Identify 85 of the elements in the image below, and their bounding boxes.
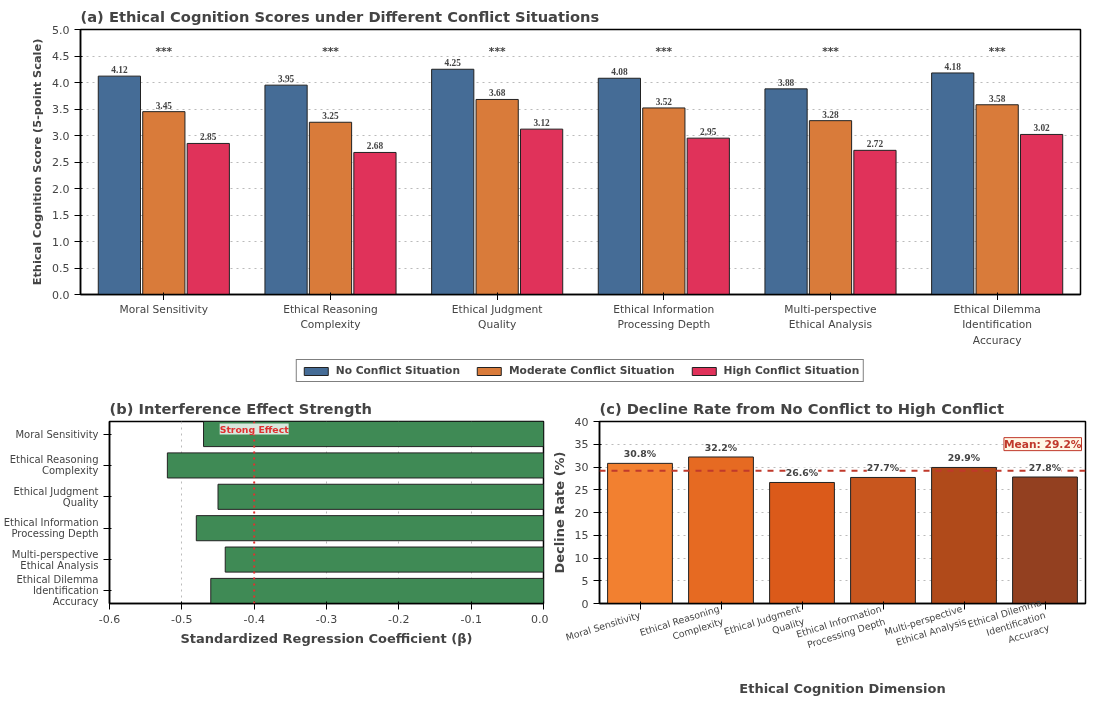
y-tick-label: 3.0: [52, 129, 70, 143]
y-tick-label: 4.0: [52, 76, 70, 90]
ref-line-label: Strong Effect: [219, 423, 290, 435]
y-tick-label: 25: [574, 483, 589, 497]
y-tick-label: 40: [574, 415, 589, 429]
x-axis-title: Ethical Cognition Dimension: [739, 680, 946, 696]
annotation: ***: [488, 45, 506, 58]
data-label: 2.68: [366, 141, 384, 152]
bar: [931, 466, 997, 604]
data-label: 4.08: [611, 67, 628, 78]
y-tick-label: 2.0: [52, 182, 70, 196]
annotation: ***: [155, 45, 173, 58]
y-tick-label: 0.0: [52, 288, 70, 302]
x-tick-label: -0.4: [243, 612, 265, 626]
y-tick-label: 0: [581, 597, 589, 611]
data-label: 2.72: [866, 139, 884, 150]
data-label: 3.58: [989, 93, 1006, 104]
chart-title: (c) Decline Rate from No Conflict to High Conflict: [599, 399, 1004, 417]
legend-label: No Conflict Situation: [335, 364, 460, 377]
y-tick-label: 30: [574, 461, 589, 474]
data-label: 4.18: [944, 61, 962, 72]
y-tick-label: 0.5: [52, 262, 70, 275]
ref-line-label: Mean: 29.2%: [1003, 437, 1082, 451]
y-tick-label: Multi-perspective Ethical Analysis: [11, 548, 99, 571]
x-tick-label: Ethical Reasoning Complexity: [283, 302, 378, 332]
bar: [688, 456, 754, 604]
x-tick-label: Moral Sensitivity: [119, 302, 209, 316]
x-tick-label: Ethical Dilemma Identification Accuracy: [953, 302, 1041, 347]
data-label: 3.52: [655, 96, 673, 107]
data-label: 2.85: [200, 132, 217, 143]
bar: [607, 462, 673, 604]
x-tick-label: 0.0: [531, 612, 549, 626]
data-label: 3.02: [1033, 123, 1051, 134]
data-label: 4.12: [111, 65, 128, 76]
y-tick-label: 3.5: [52, 103, 70, 116]
y-tick-label: Ethical Information Processing Depth: [3, 517, 99, 540]
annotation: ***: [822, 45, 840, 58]
y-tick-label: 5.0: [52, 23, 70, 37]
x-tick-label: -0.1: [460, 612, 482, 626]
x-axis-title: Standardized Regression Coefficient (β): [180, 630, 473, 646]
data-label: 4.25: [444, 58, 462, 69]
x-tick-label: Ethical Information Processing Depth: [613, 302, 715, 332]
data-label: 3.88: [777, 77, 795, 88]
y-tick-label: 20: [574, 506, 589, 520]
data-label: 3.25: [322, 111, 339, 122]
legend-label: Moderate Conflict Situation: [508, 364, 675, 377]
x-tick-label: Ethical Judgment Quality: [451, 302, 543, 332]
x-tick-label: Multi-perspective Ethical Analysis: [784, 302, 877, 332]
data-label: 3.12: [533, 118, 551, 129]
y-tick-label: 10: [574, 552, 589, 565]
data-label: 26.6%: [785, 467, 819, 479]
x-tick-label: -0.5: [171, 612, 193, 626]
y-tick-label: 5: [581, 574, 589, 588]
bar: [769, 481, 835, 604]
y-tick-label: Ethical Reasoning Complexity: [9, 454, 99, 477]
chart-title: (a) Ethical Cognition Scores under Different Conflict Situations: [80, 7, 600, 25]
y-tick-label: 4.5: [52, 50, 70, 63]
y-tick-label: Ethical Judgment Quality: [13, 485, 99, 508]
y-tick-label: 15: [574, 529, 589, 543]
data-label: 27.8%: [1028, 462, 1062, 474]
y-tick-label: 1.0: [52, 235, 70, 249]
y-axis-title: Ethical Cognition Score (5-point Scale): [30, 38, 45, 286]
data-label: 3.45: [155, 100, 173, 111]
annotation: ***: [655, 45, 673, 58]
x-tick-label: -0.3: [315, 612, 338, 626]
y-tick-label: Moral Sensitivity: [15, 428, 99, 440]
annotation: ***: [322, 45, 340, 58]
chart-title: (b) Interference Effect Strength: [109, 399, 372, 417]
y-tick-label: 35: [574, 438, 589, 452]
y-tick-label: 1.5: [52, 209, 70, 222]
x-tick-label: -0.6: [98, 612, 121, 626]
data-label: 3.95: [277, 74, 295, 85]
x-tick-label: -0.2: [388, 612, 410, 626]
data-label: 29.9%: [947, 452, 981, 464]
data-label: 30.8%: [623, 448, 657, 460]
annotation: ***: [988, 45, 1006, 58]
data-label: 27.7%: [866, 462, 900, 474]
data-label: 2.95: [700, 127, 717, 138]
y-tick-label: 2.5: [52, 156, 70, 169]
data-label: 3.28: [822, 109, 839, 120]
y-axis-title: Decline Rate (%): [551, 451, 567, 574]
legend-label: High Conflict Situation: [723, 364, 860, 377]
bar: [850, 476, 916, 604]
data-label: 3.68: [489, 88, 506, 99]
data-label: 32.2%: [704, 441, 738, 453]
